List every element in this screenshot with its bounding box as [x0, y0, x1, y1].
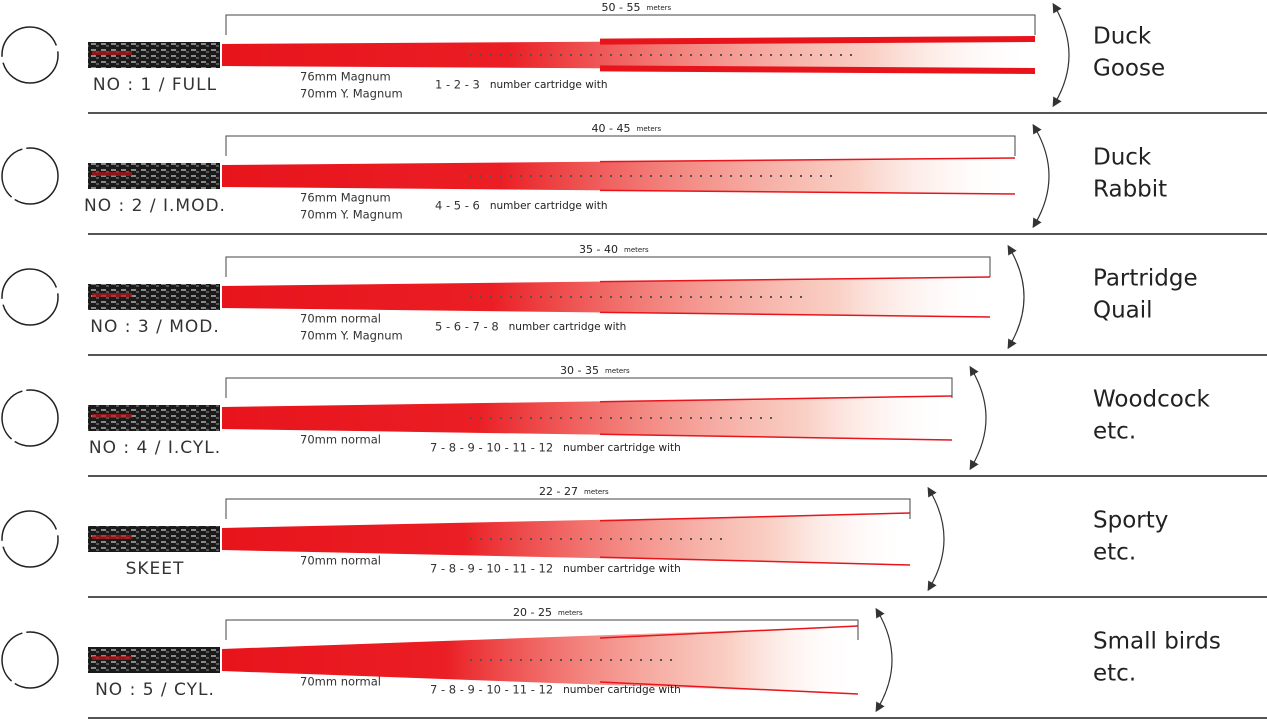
range-unit: meters	[584, 488, 609, 496]
shot-numbers: 4 - 5 - 6	[435, 199, 480, 213]
beam-edge	[599, 625, 859, 639]
beam-edge	[599, 433, 953, 441]
game: Duck	[1093, 24, 1152, 50]
game: etc.	[1093, 661, 1136, 687]
shot-numbers: 1 - 2 - 3	[435, 78, 480, 92]
cartridge: 70mm Y. Magnum	[300, 329, 403, 343]
spread-arc	[969, 365, 987, 471]
choke-label: SKEET	[126, 559, 185, 579]
choke-circle	[1, 389, 59, 447]
shot-numbers: 7 - 8 - 9 - 10 - 11 - 12	[430, 683, 553, 697]
cartridge: 70mm Y. Magnum	[300, 87, 403, 101]
range-unit: meters	[647, 4, 672, 12]
cartridge: 70mm normal	[300, 312, 381, 326]
beam-edge	[599, 395, 953, 403]
choke-circle	[1, 26, 59, 84]
choke-circle	[1, 268, 59, 326]
beam-edge	[599, 311, 991, 318]
shot-numbers: 7 - 8 - 9 - 10 - 11 - 12	[430, 441, 553, 455]
range: 40 - 45	[592, 122, 631, 135]
range-bracket	[225, 14, 1036, 35]
cartridge: 70mm normal	[300, 554, 381, 568]
barrel-stripe	[92, 293, 132, 297]
choke-circle	[1, 510, 59, 568]
range-bracket	[225, 135, 1016, 156]
cartridge: 70mm normal	[300, 675, 381, 689]
game: etc.	[1093, 540, 1136, 566]
barrel-stripe	[92, 414, 132, 418]
shot-beam	[222, 396, 952, 440]
range-unit: meters	[637, 125, 662, 133]
barrel-stripe	[92, 656, 132, 660]
beam-edge	[599, 65, 1036, 74]
choke-label: NO : 2 / I.MOD.	[84, 196, 226, 216]
shot-beam	[222, 158, 1015, 194]
shot-text: number cartridge with	[509, 321, 627, 333]
shot-text: number cartridge with	[563, 442, 681, 454]
barrel-stripe	[92, 535, 132, 539]
beam-edge	[599, 157, 1016, 163]
game: Duck	[1093, 145, 1152, 171]
spread-arc	[1032, 123, 1050, 229]
beam-edge	[599, 36, 1036, 45]
shot-numbers: 5 - 6 - 7 - 8	[435, 320, 499, 334]
game: Woodcock	[1093, 387, 1211, 413]
range-unit: meters	[624, 246, 649, 254]
shot-text: number cartridge with	[490, 200, 608, 212]
choke-label: NO : 1 / FULL	[93, 75, 217, 95]
game: Small birds	[1093, 629, 1221, 655]
spread-arc	[875, 607, 893, 713]
barrel-stripe	[92, 172, 132, 176]
cartridge: 70mm normal	[300, 433, 381, 447]
range: 20 - 25	[513, 606, 552, 619]
cartridge: 76mm Magnum	[300, 191, 391, 205]
barrel-stripe	[92, 51, 132, 55]
beam-edge	[599, 556, 911, 566]
beam-edge	[599, 189, 1016, 195]
range-bracket	[225, 256, 991, 277]
game: etc.	[1093, 419, 1136, 445]
range: 30 - 35	[560, 364, 599, 377]
shot-beam	[222, 277, 990, 317]
range-unit: meters	[558, 609, 583, 617]
beam-edge	[599, 276, 991, 283]
range: 22 - 27	[539, 485, 578, 498]
beam-edge	[599, 681, 859, 695]
game: Goose	[1093, 56, 1165, 82]
shot-numbers: 7 - 8 - 9 - 10 - 11 - 12	[430, 562, 553, 576]
shot-text: number cartridge with	[490, 79, 608, 91]
game: Sporty	[1093, 508, 1168, 534]
shot-beam	[222, 39, 1035, 71]
choke-label: NO : 5 / CYL.	[95, 680, 215, 700]
range-bracket	[225, 377, 953, 398]
spread-arc	[927, 486, 945, 592]
choke-label: NO : 3 / MOD.	[90, 317, 220, 337]
cartridge: 70mm Y. Magnum	[300, 208, 403, 222]
game: Quail	[1093, 298, 1153, 324]
beam-edge	[599, 512, 911, 522]
range-bracket	[225, 498, 911, 519]
choke-circle	[1, 147, 59, 205]
shot-text: number cartridge with	[563, 684, 681, 696]
game: Rabbit	[1093, 177, 1167, 203]
range: 35 - 40	[579, 243, 618, 256]
shot-text: number cartridge with	[563, 563, 681, 575]
range-unit: meters	[605, 367, 630, 375]
range-bracket	[225, 619, 859, 640]
spread-arc	[1007, 244, 1025, 350]
spread-arc	[1052, 2, 1070, 108]
cartridge: 76mm Magnum	[300, 70, 391, 84]
shot-beam	[222, 513, 910, 565]
game: Partridge	[1093, 266, 1198, 292]
range: 50 - 55	[602, 1, 641, 14]
choke-label: NO : 4 / I.CYL.	[89, 438, 221, 458]
choke-circle	[1, 631, 59, 689]
